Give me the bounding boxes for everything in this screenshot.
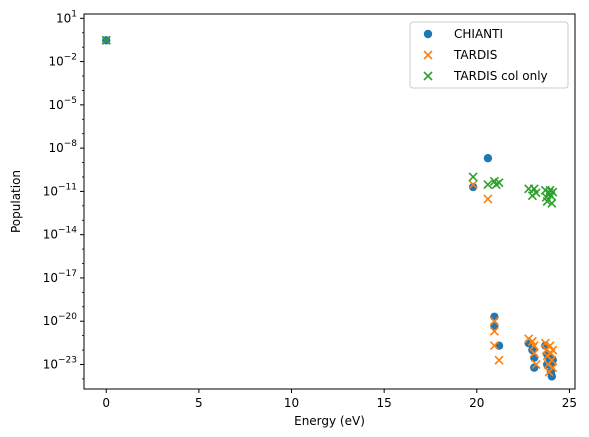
data-point xyxy=(548,363,558,373)
plot-frame xyxy=(83,13,576,390)
data-point xyxy=(529,348,539,358)
x-tick-label: 0 xyxy=(102,396,110,410)
y-tick-label: 10−20 xyxy=(43,312,78,328)
y-tick-label: 10−23 xyxy=(43,355,77,371)
y-axis: 101 10−2 10−5 10−8 10−11 10−14 10−17 10−20 10−23 xyxy=(43,9,84,380)
x-tick-label: 5 xyxy=(195,396,203,410)
legend-marker xyxy=(423,71,433,81)
data-point xyxy=(494,178,504,188)
data-point xyxy=(531,359,541,370)
y-tick-label: 10−11 xyxy=(43,182,77,198)
y-tick-label: 101 xyxy=(56,9,77,25)
x-axis-label: Energy (eV) xyxy=(294,414,365,428)
y-tick-label: 10−8 xyxy=(48,139,77,155)
data-point xyxy=(547,355,557,365)
y-axis-label: Population xyxy=(9,170,23,233)
legend-entry-tardis-col-only: TARDIS col only xyxy=(423,69,548,83)
series-tardis-col-only xyxy=(101,35,558,208)
legend-marker xyxy=(423,50,433,60)
y-tick-label: 10−14 xyxy=(43,226,78,242)
data-point xyxy=(468,179,478,190)
data-point xyxy=(494,355,504,365)
legend-label: TARDIS xyxy=(453,48,497,62)
data-point xyxy=(490,312,499,322)
data-point xyxy=(489,341,499,351)
x-tick-label: 25 xyxy=(562,396,577,410)
legend: CHIANTI TARDIS TARDIS col only xyxy=(409,21,569,89)
data-point xyxy=(468,182,478,192)
data-point xyxy=(489,316,499,326)
x-tick-label: 15 xyxy=(377,396,392,410)
data-point xyxy=(548,187,558,197)
data-point xyxy=(547,372,557,381)
y-tick-label: 10−2 xyxy=(48,53,77,69)
legend-marker xyxy=(423,29,433,39)
x-tick-label: 20 xyxy=(469,396,484,410)
x-tick-label: 10 xyxy=(284,396,299,410)
legend-box xyxy=(409,21,569,89)
y-tick-label: 10−5 xyxy=(48,96,77,112)
data-point xyxy=(483,179,493,190)
plot-marks xyxy=(101,35,558,381)
data-point xyxy=(545,341,555,351)
data-point xyxy=(547,198,557,208)
data-point xyxy=(483,154,493,163)
legend-label: TARDIS col only xyxy=(453,69,548,83)
legend-entry-chianti: CHIANTI xyxy=(423,27,503,41)
data-point xyxy=(531,188,541,198)
data-point xyxy=(483,194,493,204)
data-point xyxy=(489,326,499,336)
legend-label: CHIANTI xyxy=(454,27,503,41)
data-point xyxy=(529,341,539,351)
data-point xyxy=(548,345,558,355)
data-point xyxy=(101,35,111,45)
data-point xyxy=(494,341,504,350)
x-axis: 0 5 10 15 20 25 xyxy=(102,389,577,410)
data-point xyxy=(468,172,478,182)
legend-entry-tardis: TARDIS xyxy=(423,48,497,62)
y-tick-label: 10−17 xyxy=(43,269,77,285)
data-point xyxy=(530,353,539,362)
